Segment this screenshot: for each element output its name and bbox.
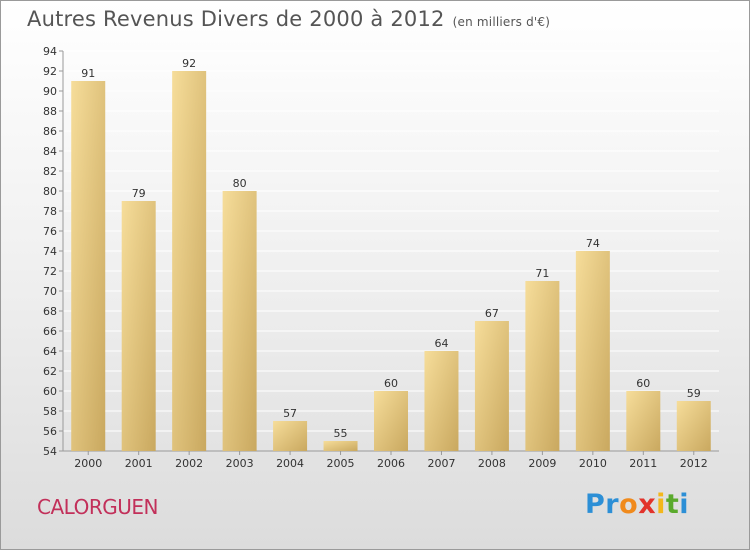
bar bbox=[424, 351, 459, 451]
bar bbox=[323, 441, 358, 451]
logo-letter: o bbox=[619, 489, 639, 520]
bar bbox=[374, 391, 408, 451]
y-tick-label: 62 bbox=[43, 365, 57, 378]
y-tick-label: 70 bbox=[43, 285, 57, 298]
y-tick-label: 94 bbox=[43, 45, 57, 58]
y-tick-label: 54 bbox=[43, 445, 57, 458]
bar-value-label: 92 bbox=[182, 57, 196, 70]
y-tick-label: 60 bbox=[43, 385, 57, 398]
x-tick-label: 2000 bbox=[74, 457, 102, 470]
bar-value-label: 79 bbox=[132, 187, 146, 200]
bar bbox=[273, 421, 308, 451]
x-tick-label: 2007 bbox=[427, 457, 455, 470]
bar bbox=[575, 251, 610, 451]
bar bbox=[172, 71, 207, 451]
chart-title-text: Autres Revenus Divers de 2000 à 2012 bbox=[27, 7, 445, 31]
bar bbox=[626, 391, 661, 451]
logo-letter: i bbox=[656, 489, 666, 520]
logo-letter: x bbox=[638, 489, 657, 520]
bar-value-label: 57 bbox=[283, 407, 297, 420]
x-tick-label: 2001 bbox=[125, 457, 153, 470]
bar bbox=[121, 201, 156, 451]
y-tick-label: 64 bbox=[43, 345, 57, 358]
bar-value-label: 64 bbox=[434, 337, 448, 350]
bar bbox=[474, 321, 509, 451]
y-tick-label: 92 bbox=[43, 65, 57, 78]
logo-letter: r bbox=[605, 489, 620, 520]
x-tick-label: 2004 bbox=[276, 457, 304, 470]
bar-value-label: 55 bbox=[334, 427, 348, 440]
y-tick-label: 86 bbox=[43, 125, 57, 138]
y-tick-label: 68 bbox=[43, 305, 57, 318]
bar-value-label: 59 bbox=[687, 387, 701, 400]
logo-letter: P bbox=[585, 489, 606, 520]
bar-value-label: 60 bbox=[384, 377, 398, 390]
x-tick-label: 2008 bbox=[478, 457, 506, 470]
bar bbox=[222, 191, 257, 451]
commune-name: CALORGUEN bbox=[37, 495, 158, 519]
x-tick-label: 2006 bbox=[377, 457, 405, 470]
proxiti-logo: Proxiti bbox=[585, 489, 689, 520]
x-tick-label: 2012 bbox=[680, 457, 708, 470]
bar-value-label: 71 bbox=[535, 267, 549, 280]
x-tick-label: 2011 bbox=[629, 457, 657, 470]
y-tick-label: 82 bbox=[43, 165, 57, 178]
y-tick-label: 78 bbox=[43, 205, 57, 218]
bar bbox=[525, 281, 560, 451]
x-tick-label: 2009 bbox=[528, 457, 556, 470]
y-tick-label: 88 bbox=[43, 105, 57, 118]
bar bbox=[71, 81, 106, 451]
bar bbox=[676, 401, 711, 451]
bar-value-label: 80 bbox=[233, 177, 247, 190]
y-tick-label: 84 bbox=[43, 145, 57, 158]
x-tick-label: 2010 bbox=[579, 457, 607, 470]
bar-value-label: 74 bbox=[586, 237, 600, 250]
y-tick-label: 74 bbox=[43, 245, 57, 258]
y-tick-label: 56 bbox=[43, 425, 57, 438]
bar-value-label: 60 bbox=[636, 377, 650, 390]
chart-title: Autres Revenus Divers de 2000 à 2012 (en … bbox=[27, 7, 550, 31]
y-tick-label: 58 bbox=[43, 405, 57, 418]
logo-letter: i bbox=[679, 489, 690, 520]
bar-value-label: 91 bbox=[81, 67, 95, 80]
logo-letter: t bbox=[665, 489, 680, 520]
x-tick-label: 2003 bbox=[226, 457, 254, 470]
y-tick-label: 76 bbox=[43, 225, 57, 238]
y-tick-label: 90 bbox=[43, 85, 57, 98]
x-tick-label: 2002 bbox=[175, 457, 203, 470]
chart-subtitle: (en milliers d'€) bbox=[452, 15, 551, 29]
bar-value-label: 67 bbox=[485, 307, 499, 320]
y-tick-label: 72 bbox=[43, 265, 57, 278]
y-tick-label: 80 bbox=[43, 185, 57, 198]
x-tick-label: 2005 bbox=[327, 457, 355, 470]
y-tick-label: 66 bbox=[43, 325, 57, 338]
